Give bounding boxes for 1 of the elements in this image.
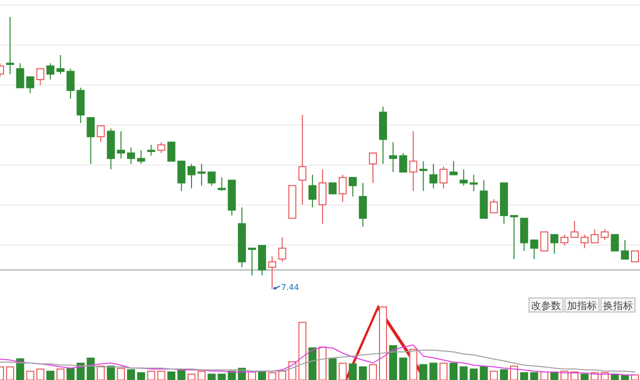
annotation: 7.44 (281, 283, 299, 292)
